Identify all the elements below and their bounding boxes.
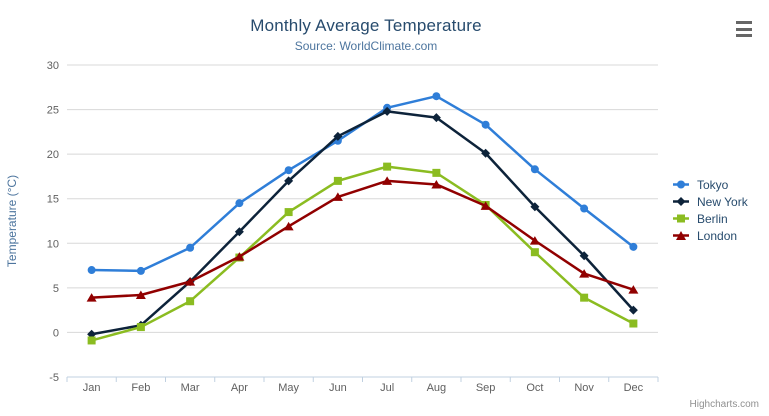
marker-tokyo — [235, 199, 244, 208]
x-tick-label: Oct — [526, 382, 543, 394]
hamburger-icon — [736, 21, 752, 24]
marker-berlin — [383, 162, 392, 171]
x-tick-label: Apr — [231, 382, 248, 394]
marker-tokyo — [432, 92, 441, 101]
series-line-new-york — [90, 110, 635, 336]
hamburger-icon — [736, 34, 752, 37]
legend-label: New York — [697, 194, 748, 209]
marker-london — [382, 176, 393, 185]
legend-label: London — [697, 228, 738, 243]
y-tick-label: 25 — [47, 105, 59, 117]
credits-link[interactable]: Highcharts.com — [689, 399, 759, 410]
marker-berlin — [186, 297, 195, 306]
hamburger-icon — [736, 27, 752, 31]
marker-berlin — [333, 176, 342, 185]
marker-tokyo — [530, 165, 539, 174]
marker-tokyo — [136, 266, 145, 275]
marker-berlin — [530, 248, 539, 257]
x-tick-label: May — [278, 382, 299, 394]
y-tick-label: 0 — [53, 327, 59, 339]
chart-title: Monthly Average Temperature — [250, 16, 482, 35]
y-tick-label: 15 — [47, 194, 59, 206]
y-tick-label: 10 — [47, 238, 59, 250]
marker-berlin — [432, 168, 441, 177]
legend-item-tokyo[interactable]: Tokyo — [672, 176, 748, 193]
marker-berlin — [87, 336, 96, 345]
series-line-berlin — [90, 165, 635, 342]
y-tick-label: 20 — [47, 149, 59, 161]
legend-label: Tokyo — [697, 177, 729, 192]
marker-new-york — [382, 106, 392, 116]
x-tick-label: Dec — [624, 382, 644, 394]
marker-london — [185, 277, 196, 286]
marker-new-york — [333, 131, 343, 141]
legend-label: Berlin — [697, 211, 728, 226]
series-line-london — [90, 179, 635, 299]
marker-tokyo — [87, 266, 96, 275]
y-tick-label: 5 — [53, 283, 59, 295]
chart-subtitle: Source: WorldClimate.com — [294, 39, 438, 53]
series-line-tokyo — [90, 94, 635, 273]
x-tick-label: Jul — [380, 382, 394, 394]
x-tick-label: Jan — [83, 382, 101, 394]
marker-london — [135, 290, 146, 299]
legend: Tokyo New York Berlin London — [672, 176, 748, 244]
x-tick-label: Aug — [427, 382, 447, 394]
marker-new-york — [579, 251, 589, 261]
marker-tokyo — [580, 204, 589, 213]
marker-tokyo — [629, 242, 638, 251]
legend-item-new-york[interactable]: New York — [672, 193, 748, 210]
marker-london — [332, 192, 343, 201]
y-tick-label: -5 — [49, 372, 59, 384]
marker-london — [628, 285, 639, 294]
marker-london — [480, 201, 491, 210]
legend-item-berlin[interactable]: Berlin — [672, 210, 748, 227]
marker-london — [579, 269, 590, 278]
context-menu-button[interactable] — [733, 20, 755, 38]
marker-london — [529, 236, 540, 245]
x-tick-label: Nov — [574, 382, 594, 394]
legend-marker-london-icon — [673, 231, 689, 240]
x-tick-label: Jun — [329, 382, 347, 394]
legend-marker-tokyo-icon — [673, 180, 689, 189]
legend-marker-new-york-icon — [673, 197, 689, 206]
y-tick-label: 30 — [47, 60, 59, 72]
marker-new-york — [284, 176, 294, 186]
marker-berlin — [629, 319, 638, 328]
marker-tokyo — [284, 166, 293, 175]
x-tick-label: Mar — [181, 382, 200, 394]
x-tick-label: Sep — [476, 382, 496, 394]
marker-berlin — [136, 323, 145, 332]
marker-london — [86, 293, 97, 302]
legend-marker-berlin-icon — [673, 214, 689, 223]
marker-new-york — [481, 148, 491, 158]
x-tick-label: Feb — [131, 382, 150, 394]
marker-new-york — [234, 227, 244, 237]
marker-london — [431, 179, 442, 189]
marker-tokyo — [186, 243, 195, 252]
marker-new-york — [628, 305, 638, 315]
marker-london — [283, 221, 294, 231]
marker-new-york — [431, 113, 441, 123]
y-axis-title: Temperature (°C) — [5, 175, 19, 267]
marker-tokyo — [481, 120, 490, 129]
marker-berlin — [284, 208, 293, 217]
marker-london — [234, 252, 245, 261]
marker-berlin — [580, 293, 589, 302]
marker-new-york — [530, 202, 540, 212]
legend-item-london[interactable]: London — [672, 227, 748, 244]
